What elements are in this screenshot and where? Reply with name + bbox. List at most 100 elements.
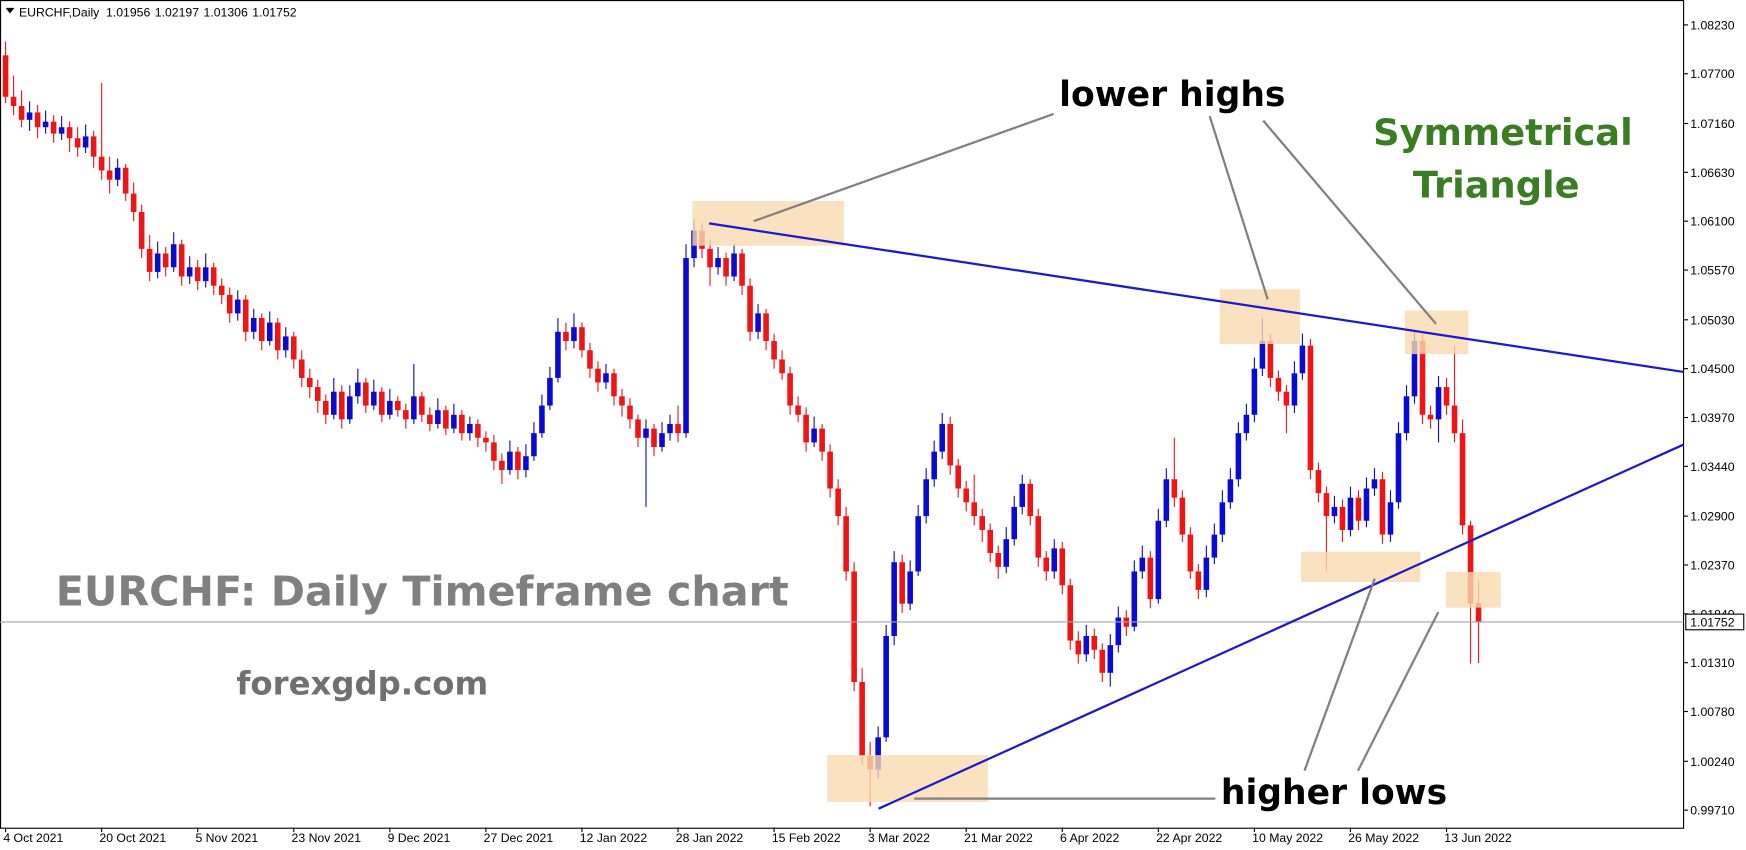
highlight-box xyxy=(692,201,845,246)
candle-body xyxy=(298,359,305,378)
candle-body xyxy=(971,502,978,517)
x-tick-label: 3 Mar 2022 xyxy=(868,831,930,845)
candle-body xyxy=(859,682,865,756)
candle-body xyxy=(322,400,329,415)
candle-body xyxy=(210,267,217,286)
candle-body xyxy=(931,451,937,480)
candle-body xyxy=(851,571,857,683)
candle-body xyxy=(274,322,281,351)
candle-body xyxy=(475,423,481,438)
annotation: Symmetrical xyxy=(1373,111,1633,154)
candle-body xyxy=(266,322,273,342)
y-tick-label: 1.01310 xyxy=(1690,656,1734,670)
candle-body xyxy=(1459,433,1466,526)
candle-body xyxy=(875,737,881,770)
candle-body xyxy=(98,156,105,171)
y-tick-label: 1.07160 xyxy=(1690,117,1734,131)
candle-body xyxy=(787,373,793,406)
candle-body xyxy=(234,299,241,314)
candle-body xyxy=(595,368,601,383)
candle-body xyxy=(923,479,929,517)
candle-body xyxy=(1147,557,1154,600)
y-tick-label: 1.06100 xyxy=(1690,215,1734,229)
candle-body xyxy=(1411,341,1418,397)
candle-body xyxy=(779,359,785,374)
candle-body xyxy=(507,451,513,471)
pointer-line xyxy=(1262,119,1437,325)
menu-arrow[interactable] xyxy=(5,7,15,14)
pointer-line xyxy=(1357,611,1440,772)
candle-body xyxy=(827,451,833,489)
candle-body xyxy=(915,516,921,572)
y-tick-label: 1.00240 xyxy=(1690,755,1734,769)
candle-body xyxy=(547,377,553,406)
candle-body xyxy=(1299,345,1306,374)
ohlc-high: 1.02197 xyxy=(155,6,199,20)
candle-body xyxy=(1043,557,1050,572)
candle-body xyxy=(1323,493,1330,517)
candle-body xyxy=(459,414,465,434)
candle-body xyxy=(731,253,737,277)
candle-body xyxy=(282,336,289,351)
candle-body xyxy=(1251,368,1258,415)
candle-body xyxy=(771,341,777,360)
candle-body xyxy=(1011,506,1018,540)
candle-body xyxy=(1131,571,1138,627)
candle-body xyxy=(1243,414,1250,434)
candle-body xyxy=(1363,488,1370,521)
candle-body xyxy=(1171,479,1178,498)
candle-body xyxy=(1283,391,1290,406)
candle-body xyxy=(395,400,401,411)
candle-body xyxy=(1451,405,1458,434)
candle-body xyxy=(154,253,161,272)
candle-body xyxy=(18,105,25,120)
candle-body xyxy=(90,136,97,157)
x-tick-label: 21 Mar 2022 xyxy=(964,831,1033,845)
candle-body xyxy=(1211,534,1218,558)
candle-body xyxy=(178,244,185,277)
candle-body xyxy=(371,391,377,406)
candle-body xyxy=(1027,483,1034,517)
candle-body xyxy=(467,423,473,434)
candle-body xyxy=(314,387,321,401)
ohlc-close: 1.01752 xyxy=(252,6,296,20)
candle-body xyxy=(899,562,905,604)
candle-body xyxy=(627,405,633,420)
candle-body xyxy=(1187,534,1194,572)
candle-body xyxy=(947,423,953,466)
candle-body xyxy=(979,516,986,530)
candle-body xyxy=(58,127,65,134)
candle-body xyxy=(1235,433,1242,480)
price-label-box xyxy=(1685,613,1745,631)
annotation: Triangle xyxy=(1413,164,1580,207)
candle-body xyxy=(1307,345,1314,471)
candle-body xyxy=(170,244,177,268)
candle-body xyxy=(819,428,825,452)
candle-body xyxy=(715,258,721,268)
candle-body xyxy=(26,112,33,120)
candle-body xyxy=(987,529,994,554)
candle-body xyxy=(739,253,745,286)
candle-body xyxy=(603,373,609,383)
candle-body xyxy=(1075,640,1082,655)
candle-body xyxy=(611,373,617,397)
x-tick-label: 9 Dec 2021 xyxy=(388,831,451,845)
y-tick-label: 1.02900 xyxy=(1690,510,1734,524)
candle-body xyxy=(435,410,441,424)
price-label: 1.01752 xyxy=(1690,615,1734,629)
highlight-box xyxy=(1301,551,1421,582)
candle-body xyxy=(114,167,121,180)
candle-body xyxy=(1379,479,1386,535)
candle-body xyxy=(483,437,489,443)
candle-body xyxy=(290,336,297,360)
candle-body xyxy=(1371,479,1378,489)
y-tick-label: 1.03440 xyxy=(1690,460,1734,474)
candle-body xyxy=(499,460,505,471)
chart-title: EURCHF,Daily xyxy=(19,6,100,20)
upper-trendline xyxy=(708,222,1684,374)
candle-body xyxy=(1443,387,1450,406)
candle-body xyxy=(1355,497,1362,521)
candle-body xyxy=(379,391,385,415)
candle-body xyxy=(1019,483,1026,507)
